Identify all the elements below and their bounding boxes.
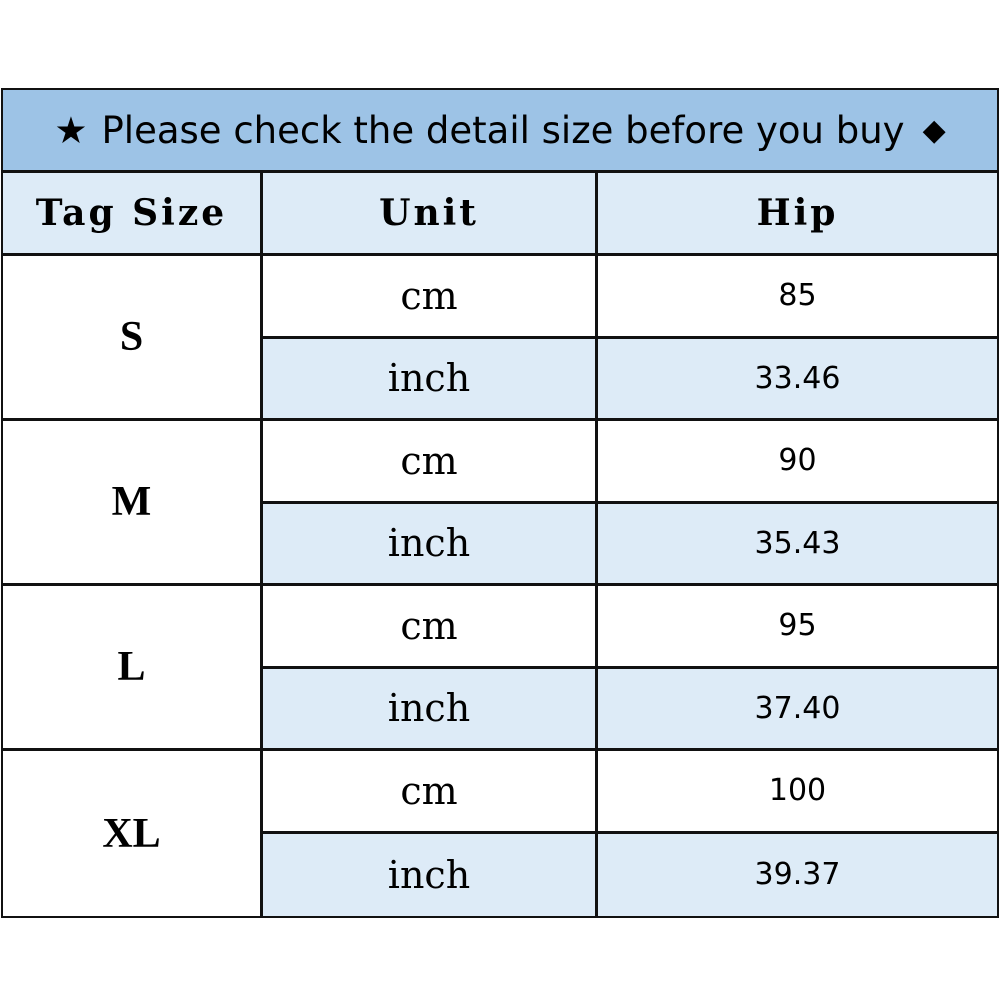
unit-cell-cm: cm (263, 586, 598, 669)
unit-cell-inch: inch (263, 833, 598, 916)
hip-inch-value: 33.46 (598, 338, 997, 421)
star-icon: ★ (54, 108, 88, 152)
size-cell: XL (3, 751, 263, 916)
table-title: ★ Please check the detail size before yo… (3, 90, 997, 173)
unit-cell-inch: inch (263, 668, 598, 751)
hip-inch-value: 37.40 (598, 668, 997, 751)
header-unit: Unit (263, 173, 598, 256)
size-cell: S (3, 256, 263, 421)
unit-cell-cm: cm (263, 751, 598, 834)
unit-cell-cm: cm (263, 256, 598, 339)
size-chart-table: ★ Please check the detail size before yo… (1, 88, 999, 918)
hip-inch-value: 35.43 (598, 503, 997, 586)
size-cell: M (3, 421, 263, 586)
title-text: Please check the detail size before you … (101, 108, 905, 152)
hip-cm-value: 90 (598, 421, 997, 504)
diamond-icon: ◆ (922, 112, 946, 148)
header-tag-size: Tag Size (3, 173, 263, 256)
unit-cell-cm: cm (263, 421, 598, 504)
hip-cm-value: 85 (598, 256, 997, 339)
header-hip: Hip (598, 173, 997, 256)
unit-cell-inch: inch (263, 503, 598, 586)
unit-cell-inch: inch (263, 338, 598, 421)
hip-cm-value: 95 (598, 586, 997, 669)
hip-cm-value: 100 (598, 751, 997, 834)
size-cell: L (3, 586, 263, 751)
hip-inch-value: 39.37 (598, 833, 997, 916)
